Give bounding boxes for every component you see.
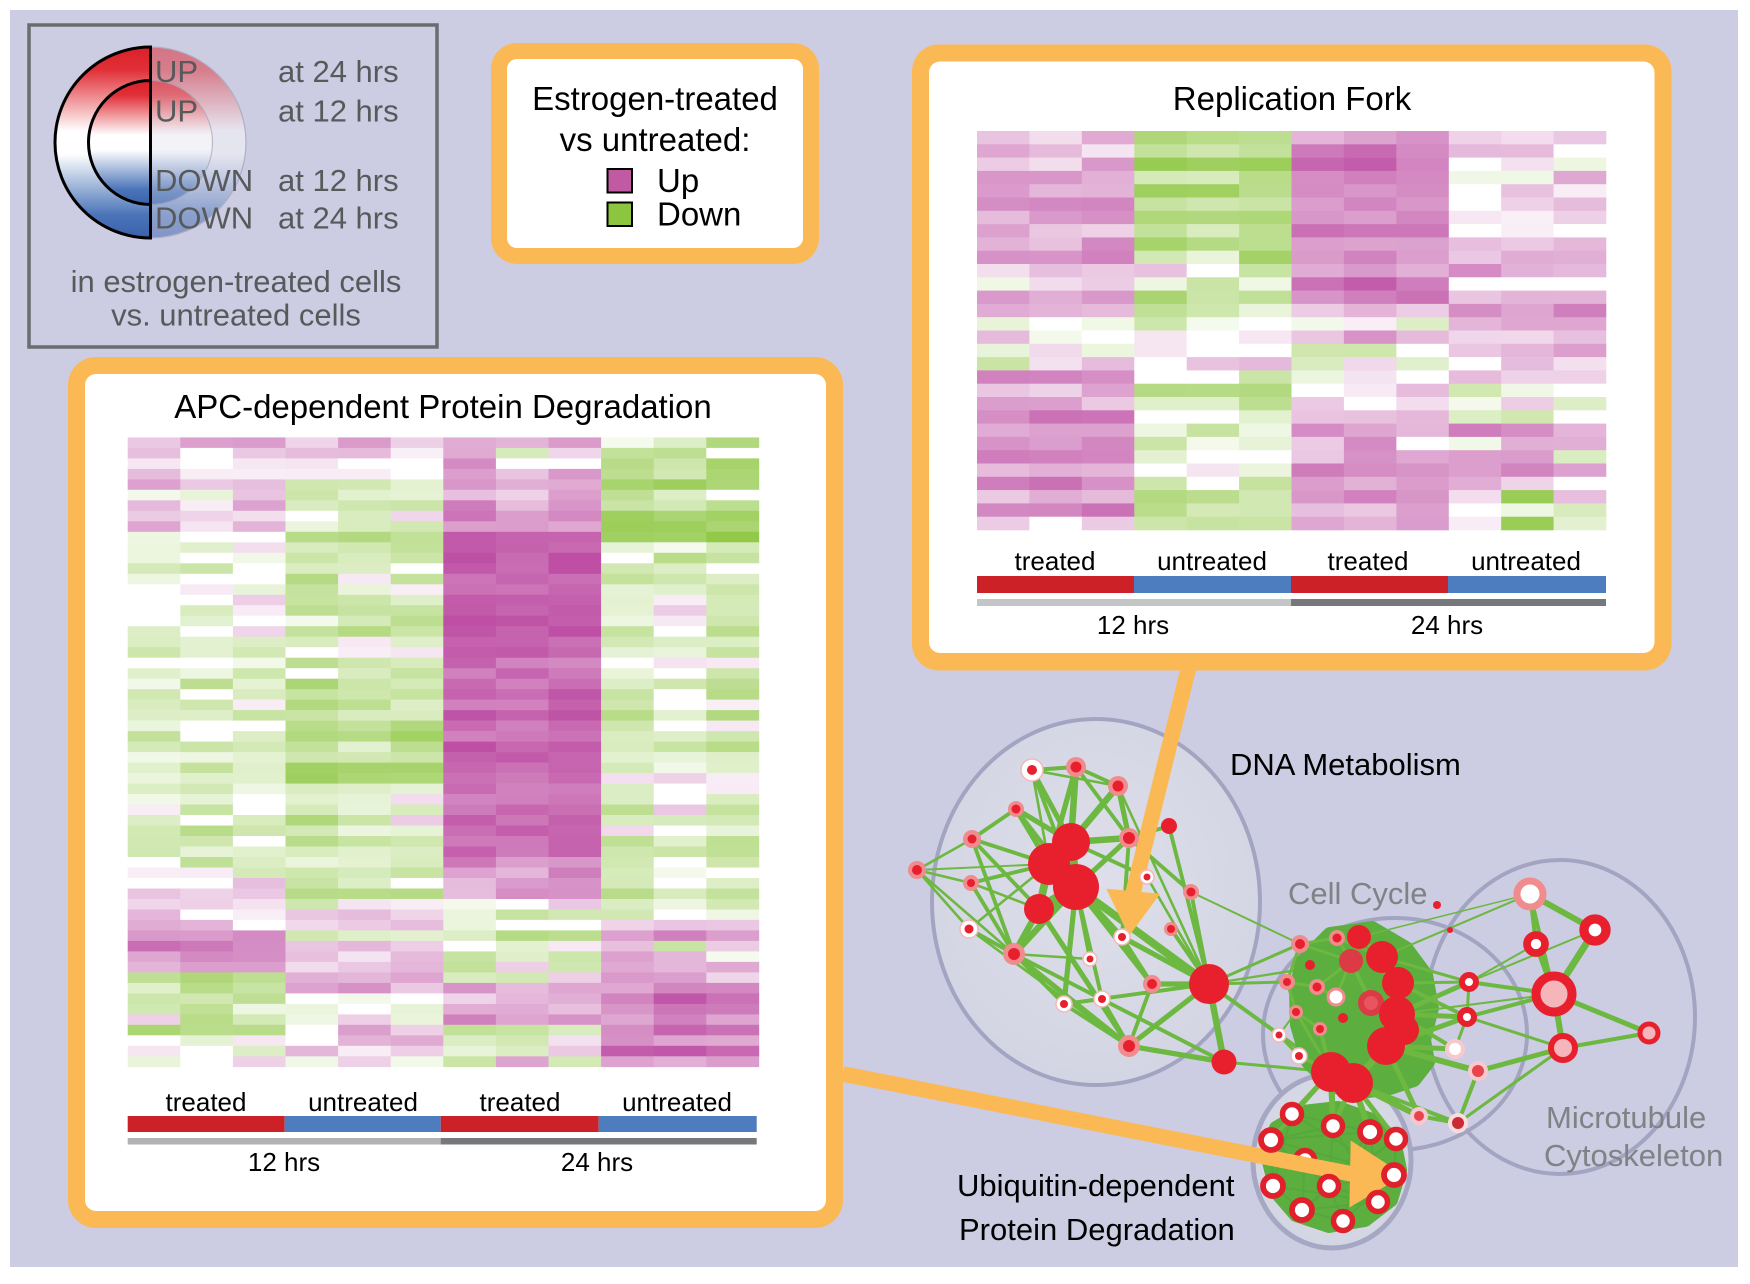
- svg-text:at 12 hrs: at 12 hrs: [278, 163, 399, 198]
- svg-text:DOWN: DOWN: [155, 163, 253, 198]
- svg-text:DNA Metabolism: DNA Metabolism: [1230, 747, 1461, 782]
- svg-text:untreated: untreated: [622, 1087, 732, 1117]
- svg-text:Microtubule: Microtubule: [1546, 1100, 1706, 1135]
- svg-text:DOWN: DOWN: [155, 201, 253, 236]
- svg-text:vs untreated:: vs untreated:: [560, 121, 751, 158]
- svg-text:Ubiquitin-dependent: Ubiquitin-dependent: [957, 1168, 1235, 1203]
- svg-text:vs. untreated cells: vs. untreated cells: [111, 298, 361, 333]
- svg-text:APC-dependent Protein Degradat: APC-dependent Protein Degradation: [174, 388, 712, 425]
- svg-text:treated: treated: [1328, 546, 1409, 576]
- svg-text:UP: UP: [155, 94, 198, 129]
- svg-text:at 12 hrs: at 12 hrs: [278, 94, 399, 129]
- svg-text:untreated: untreated: [1157, 546, 1267, 576]
- svg-text:Down: Down: [657, 196, 741, 233]
- svg-text:treated: treated: [166, 1087, 247, 1117]
- svg-text:UP: UP: [155, 54, 198, 89]
- svg-text:24 hrs: 24 hrs: [1411, 610, 1483, 640]
- svg-text:Estrogen-treated: Estrogen-treated: [532, 80, 778, 117]
- svg-text:Up: Up: [657, 162, 699, 199]
- svg-text:untreated: untreated: [1471, 546, 1581, 576]
- svg-text:24 hrs: 24 hrs: [561, 1147, 633, 1177]
- svg-text:at 24 hrs: at 24 hrs: [278, 201, 399, 236]
- svg-text:12 hrs: 12 hrs: [248, 1147, 320, 1177]
- svg-text:treated: treated: [480, 1087, 561, 1117]
- svg-text:untreated: untreated: [308, 1087, 418, 1117]
- svg-text:at 24 hrs: at 24 hrs: [278, 54, 399, 89]
- svg-text:in estrogen-treated cells: in estrogen-treated cells: [71, 264, 402, 299]
- svg-text:Replication Fork: Replication Fork: [1173, 80, 1412, 117]
- svg-text:Protein Degradation: Protein Degradation: [959, 1212, 1235, 1247]
- svg-text:Cell Cycle: Cell Cycle: [1288, 876, 1428, 911]
- svg-text:Cytoskeleton: Cytoskeleton: [1544, 1138, 1723, 1173]
- svg-text:treated: treated: [1015, 546, 1096, 576]
- svg-text:12 hrs: 12 hrs: [1097, 610, 1169, 640]
